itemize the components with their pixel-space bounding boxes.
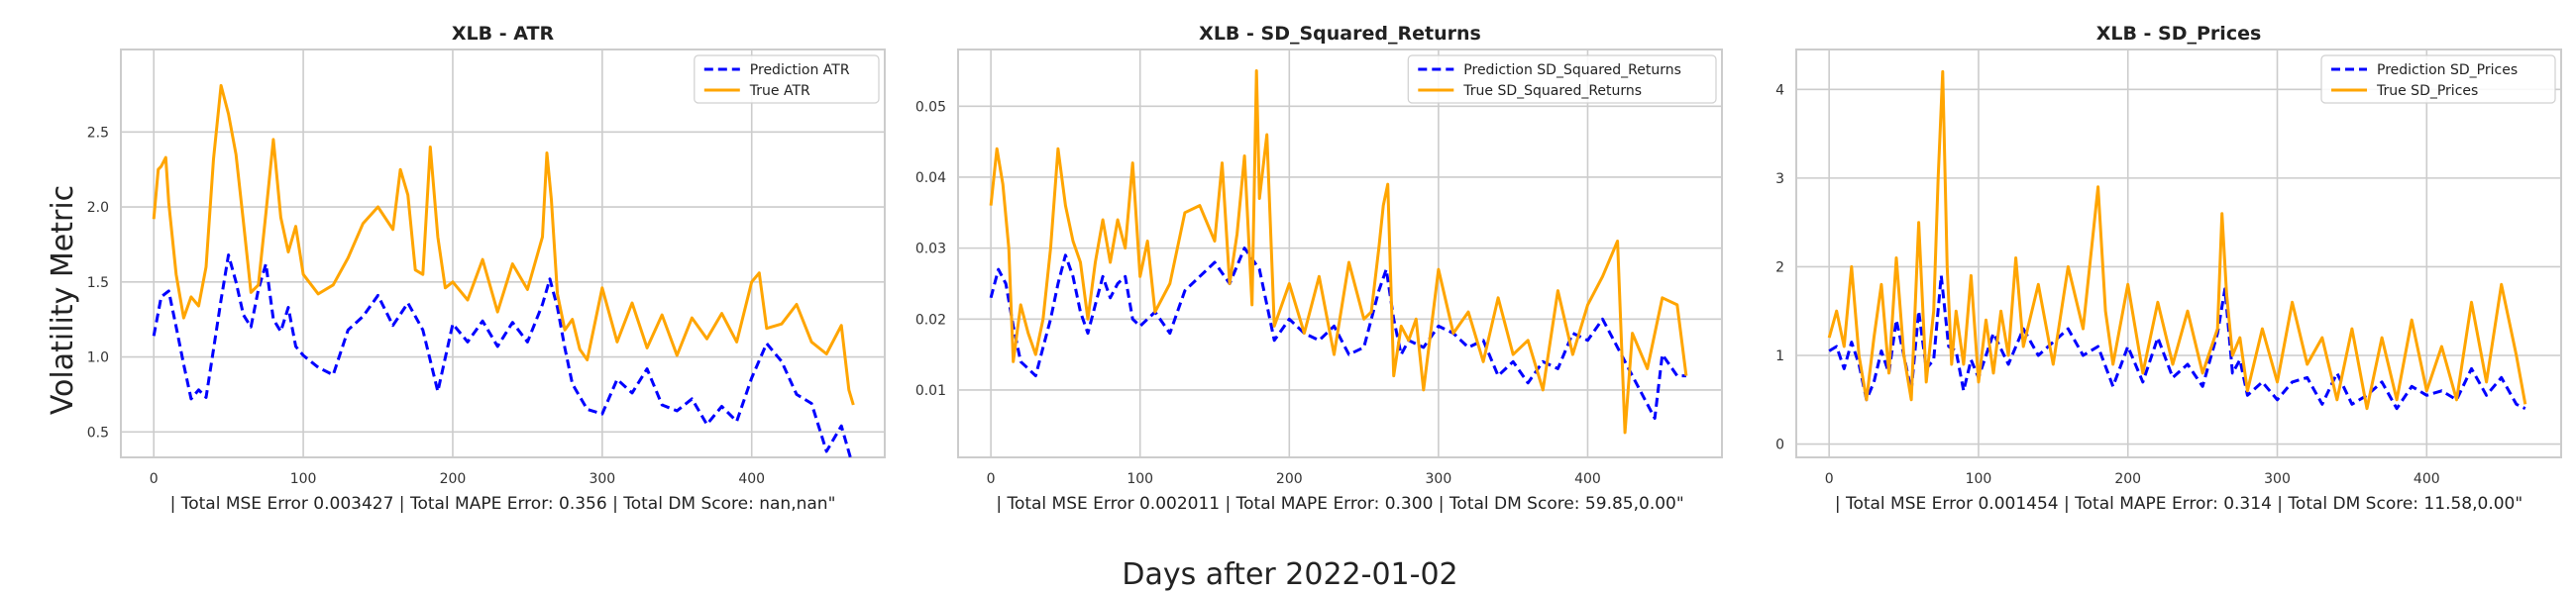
chart-1: 0 100 200 300 400 0.5 1.0 1.5 2.0 2.5 XLB - ATR | T… [87, 23, 886, 514]
legend-label: True SD_Prices [2376, 83, 2478, 99]
y-tick-label: 0.05 [915, 99, 946, 115]
y-tick-label: 0.02 [915, 312, 946, 328]
chart-xlabel: | Total MSE Error 0.001454 | Total MAPE … [1835, 494, 2522, 514]
x-tick-label: 300 [589, 471, 615, 487]
legend: Prediction SD_Squared_Returns True SD_Squ… [1407, 54, 1717, 104]
x-tick-label: 100 [290, 471, 317, 487]
legend: Prediction SD_Prices True SD_Prices [2320, 54, 2556, 104]
x-tick-label: 0 [987, 471, 996, 487]
chart-title: XLB - SD_Squared_Returns [1199, 23, 1481, 45]
chart-xlabel: | Total MSE Error 0.002011 | Total MAPE … [996, 494, 1683, 514]
y-tick-label: 0.01 [915, 383, 946, 399]
chart-title: XLB - SD_Prices [2096, 23, 2262, 45]
figure-ylabel: Volatility Metric [46, 185, 80, 415]
x-tick-label: 100 [1127, 471, 1153, 487]
y-tick-label: 1.5 [87, 275, 109, 291]
y-tick-label: 4 [1775, 82, 1784, 98]
legend-label: True SD_Squared_Returns [1462, 83, 1642, 99]
y-tick-label: 2.0 [87, 200, 109, 216]
legend-box [2320, 54, 2556, 104]
x-tick-label: 400 [1574, 471, 1601, 487]
series-line-true-atr [152, 83, 855, 406]
legend-label: Prediction SD_Squared_Returns [1463, 62, 1681, 78]
x-tick-label: 0 [150, 471, 159, 487]
y-tick-label: 2.5 [87, 125, 109, 141]
x-tick-label: 200 [2114, 471, 2141, 487]
legend-label: Prediction ATR [750, 62, 850, 78]
legend-label: Prediction SD_Prices [2377, 62, 2518, 78]
y-tick-label: 1 [1775, 348, 1784, 364]
legend-label: True ATR [749, 83, 810, 99]
y-tick-label: 0.03 [915, 242, 946, 257]
legend-box [694, 54, 880, 104]
y-tick-label: 2 [1775, 259, 1784, 275]
chart-2: 0 100 200 300 400 0.01 0.02 0.03 0.04 0.05 XLB - S… [915, 23, 1723, 514]
x-tick-label: 100 [1966, 471, 1992, 487]
chart-xlabel: | Total MSE Error 0.003427 | Total MAPE … [170, 494, 836, 514]
plot-frame [120, 49, 886, 458]
x-tick-label: 400 [738, 471, 765, 487]
series-line-prediction-atr [152, 253, 852, 458]
figure-xlabel: Days after 2022-01-02 [1122, 557, 1457, 592]
x-tick-label: 400 [2414, 471, 2440, 487]
chart-3: 0 100 200 300 400 0 1 2 3 4 XLB - SD_Prices | Total… [1775, 23, 2562, 514]
x-tick-label: 0 [1825, 471, 1834, 487]
y-tick-label: 3 [1775, 171, 1784, 187]
series-line-true-sd-squared-returns [989, 69, 1688, 435]
legend-box [1407, 54, 1717, 104]
y-tick-label: 1.0 [87, 350, 109, 366]
y-tick-label: 0.5 [87, 425, 109, 441]
x-tick-label: 200 [440, 471, 467, 487]
series-line-prediction-sd-squared-returns [989, 247, 1686, 421]
x-tick-label: 300 [1426, 471, 1452, 487]
legend: Prediction ATR True ATR [694, 54, 880, 104]
plot-frame [957, 49, 1723, 458]
series-line-true-sd-prices [1827, 69, 2527, 411]
y-tick-label: 0 [1775, 438, 1784, 453]
plot-frame [1795, 49, 2562, 458]
chart-title: XLB - ATR [452, 23, 555, 45]
y-tick-label: 0.04 [915, 170, 946, 186]
x-tick-label: 200 [1276, 471, 1303, 487]
x-tick-label: 300 [2264, 471, 2291, 487]
